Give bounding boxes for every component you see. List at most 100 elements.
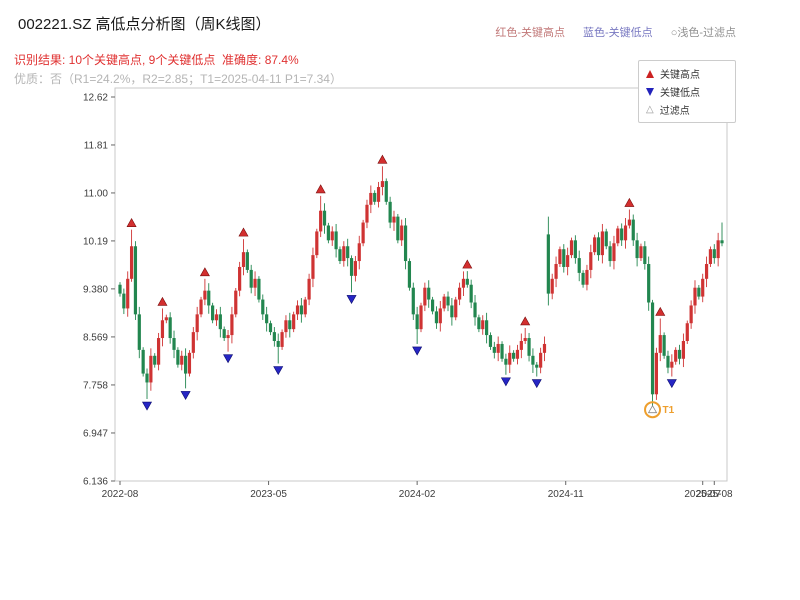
candle [400, 225, 404, 241]
candle [500, 343, 504, 359]
candle [539, 352, 543, 368]
candle [319, 210, 323, 232]
candle [419, 305, 423, 330]
candle [473, 302, 477, 318]
key-low-marker [666, 379, 677, 389]
candle [276, 340, 280, 347]
candle [546, 234, 550, 294]
page-title: 002221.SZ 高低点分析图（周K线图） [18, 16, 271, 33]
candle [195, 314, 199, 333]
candle [716, 240, 720, 259]
candle [442, 296, 446, 309]
candle [145, 373, 149, 383]
candle [357, 243, 361, 262]
key-high-marker [157, 296, 168, 306]
candle [438, 308, 442, 324]
candle [191, 332, 195, 353]
candle [542, 343, 547, 353]
candle [334, 231, 338, 250]
candle [129, 246, 134, 279]
candle [496, 343, 500, 353]
candle [523, 338, 527, 341]
candle [411, 287, 415, 315]
candle [118, 284, 122, 294]
candle [658, 335, 662, 353]
key-high-marker [520, 316, 531, 326]
candle [558, 249, 562, 265]
candle [361, 222, 365, 244]
candle [396, 216, 400, 241]
candle [392, 216, 396, 223]
candle [457, 287, 462, 300]
candle [307, 278, 311, 300]
candle [508, 352, 512, 365]
candle [295, 305, 300, 315]
key-low-marker [223, 354, 234, 364]
candle [415, 314, 419, 330]
candle [168, 317, 172, 339]
candle [639, 246, 643, 259]
candle [689, 305, 693, 324]
candle [268, 323, 273, 333]
candle [612, 243, 616, 262]
candle [164, 317, 168, 321]
candle [156, 338, 161, 365]
candle [280, 332, 284, 347]
candle [292, 314, 296, 330]
candle [577, 258, 581, 273]
candle [446, 296, 450, 306]
top-legend-low: 蓝色-关键低点 [583, 27, 653, 39]
candle [647, 264, 651, 303]
candle [596, 237, 601, 256]
candle [608, 246, 612, 262]
candle [720, 240, 724, 244]
candle [257, 278, 261, 300]
candle [346, 246, 350, 259]
candle [554, 264, 558, 279]
quality-line: 优质：否（R1=24.2%，R2=2.85；T1=2025-04-11 P1=7… [14, 72, 342, 86]
candle [477, 317, 481, 330]
candle [311, 255, 315, 279]
candle [153, 355, 157, 365]
candle [126, 278, 130, 309]
candle [149, 355, 153, 383]
candle [697, 287, 701, 297]
candle [141, 349, 145, 374]
candle [485, 320, 489, 336]
candle [253, 278, 257, 288]
candle [581, 272, 585, 285]
key-high-marker [655, 306, 666, 316]
candle [353, 261, 357, 276]
candle [288, 320, 292, 330]
candle [531, 355, 535, 365]
candle [674, 349, 678, 362]
candle [600, 231, 604, 256]
candle [373, 192, 377, 202]
key-low-marker [180, 391, 191, 400]
candle [666, 355, 670, 368]
candle [176, 349, 180, 365]
y-tick-label: 12.62 [83, 93, 108, 104]
candle [238, 266, 242, 291]
candle [137, 314, 141, 350]
legend-label-key-low: 关键低点 [660, 88, 700, 99]
candle [380, 181, 385, 188]
key-low-marker [412, 346, 423, 356]
candle [207, 290, 211, 306]
legend-item-key-high: 关键高点 [646, 67, 728, 81]
candle [569, 240, 574, 256]
key-low-marker [273, 366, 284, 376]
x-tick-label: 2023-05 [250, 489, 287, 500]
candle [631, 219, 635, 241]
key-high-marker [126, 218, 137, 227]
candle [261, 299, 265, 315]
key-high-marker [462, 259, 473, 269]
candle [299, 305, 303, 315]
candle [365, 204, 369, 223]
key-high-marker [199, 267, 210, 277]
candle [677, 349, 682, 359]
candle [469, 284, 473, 303]
plot-border [114, 87, 728, 482]
candle [627, 219, 631, 226]
